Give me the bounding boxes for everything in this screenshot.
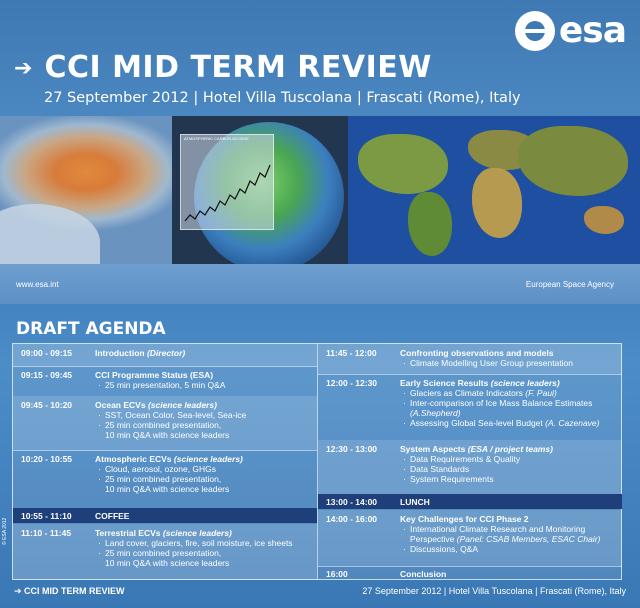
world-map-image bbox=[348, 116, 640, 264]
agenda-head: COFFEE bbox=[95, 511, 130, 521]
agenda-time: 12:30 - 13:00 bbox=[326, 444, 378, 454]
agenda-time: 09:45 - 10:20 bbox=[21, 400, 73, 410]
agenda-time: 14:00 - 16:00 bbox=[326, 514, 378, 524]
esa-logo: esa bbox=[514, 10, 627, 51]
agenda-head: Ocean ECVs bbox=[95, 400, 146, 410]
agenda-sub: 25 min combined presentation, bbox=[95, 420, 313, 430]
agenda-sub: Land cover, glaciers, fire, soil moistur… bbox=[95, 538, 313, 548]
agenda-head: Conclusion bbox=[400, 569, 447, 579]
agenda-head: LUNCH bbox=[400, 497, 430, 507]
agenda-sub-lead: (Panel: CSAB Members, ESAC Chair) bbox=[456, 534, 601, 544]
agenda-sub: Data Requirements & Quality bbox=[400, 454, 618, 464]
agenda-sub: System Requirements bbox=[400, 474, 618, 484]
arrow-right-icon: ➔ bbox=[14, 586, 25, 596]
agenda-head: Atmospheric ECVs bbox=[95, 454, 172, 464]
agenda-sub: Assessing Global Sea-level Budget bbox=[410, 418, 543, 428]
agenda-sub: Perspective bbox=[410, 534, 455, 544]
agenda-time: 09:15 - 09:45 bbox=[21, 370, 73, 380]
agenda-time: 09:00 - 09:15 bbox=[21, 348, 73, 358]
agenda-title: DRAFT AGENDA bbox=[16, 319, 166, 339]
agenda-sub: SST, Ocean Color, Sea-level, Sea-ice bbox=[95, 410, 313, 420]
agenda-sub: 10 min Q&A with science leaders bbox=[105, 430, 230, 440]
agenda-head: System Aspects bbox=[400, 444, 466, 454]
agenda-row: 11:10 - 11:45 Terrestrial ECVs (science … bbox=[13, 524, 317, 580]
agenda-row: 10:20 - 10:55 Atmospheric ECVs (science … bbox=[13, 450, 317, 506]
agenda-sub: (A.Shepherd) bbox=[410, 408, 461, 418]
agenda-lead: (science leaders) bbox=[147, 400, 217, 410]
page-subtitle: 27 September 2012 | Hotel Villa Tuscolan… bbox=[44, 90, 521, 106]
footer-title: ➔ CCI MID TERM REVIEW bbox=[14, 586, 125, 597]
agenda-lead: (science leaders) bbox=[490, 378, 560, 388]
agenda-row: 12:00 - 12:30 Early Science Results (sci… bbox=[318, 374, 622, 440]
agency-label: European Space Agency bbox=[525, 280, 614, 289]
agenda-head: Key Challenges for CCI Phase 2 bbox=[400, 514, 529, 524]
co2-chart-title: ATMOSPHERIC CARBON DIOXIDE bbox=[184, 136, 249, 141]
agenda-lead: (Director) bbox=[146, 348, 186, 358]
agenda-lead: (ESA / project teams) bbox=[467, 444, 553, 454]
footer-title-text: CCI MID TERM REVIEW bbox=[24, 586, 125, 596]
agenda-time: 11:10 - 11:45 bbox=[21, 528, 72, 538]
title-row: ➔ CCI MID TERM REVIEW bbox=[14, 50, 432, 85]
agenda-head: CCI Programme Status (ESA) bbox=[95, 370, 214, 380]
footer-subtitle: 27 September 2012 | Hotel Villa Tuscolan… bbox=[362, 586, 626, 596]
agenda-sub-lead: (F. Paul) bbox=[525, 388, 557, 398]
agenda-row: 16:00 Conclusion bbox=[318, 566, 622, 581]
co2-chart-inset bbox=[180, 134, 274, 230]
agenda-lead: (science leaders) bbox=[162, 528, 232, 538]
agenda-sub: Glaciers as Climate Indicators bbox=[410, 388, 523, 398]
agenda-sub: Climate Modelling User Group presentatio… bbox=[400, 358, 618, 368]
agenda-head: Terrestrial ECVs bbox=[95, 528, 161, 538]
arrow-right-icon: ➔ bbox=[14, 54, 33, 80]
texture-band bbox=[0, 264, 640, 304]
agenda-row-break: 10:55 - 11:10 COFFEE bbox=[13, 508, 317, 523]
agenda-sub: 25 min presentation, 5 min Q&A bbox=[95, 380, 313, 390]
copyright-label: © ESA 2012 bbox=[2, 517, 8, 545]
agenda-sub: 10 min Q&A with science leaders bbox=[105, 484, 230, 494]
agenda-sub-lead: (A. Cazenave) bbox=[545, 418, 600, 428]
agenda-sub: 25 min combined presentation, bbox=[95, 548, 313, 558]
agenda-sub: Inter-comparison of Ice Mass Balance Est… bbox=[400, 398, 618, 408]
agenda-row: 11:45 - 12:00 Confronting observations a… bbox=[318, 344, 622, 374]
agenda-row: 09:45 - 10:20 Ocean ECVs (science leader… bbox=[13, 396, 317, 450]
agenda-row: 12:30 - 13:00 System Aspects (ESA / proj… bbox=[318, 440, 622, 494]
carbon-globe-image: ATMOSPHERIC CARBON DIOXIDE bbox=[172, 116, 348, 264]
image-strip: ATMOSPHERIC CARBON DIOXIDE bbox=[0, 116, 640, 264]
esa-logo-icon bbox=[514, 10, 555, 51]
agenda-row: 09:15 - 09:45 CCI Programme Status (ESA)… bbox=[13, 366, 317, 396]
agenda-sub: Discussions, Q&A bbox=[400, 544, 618, 554]
agenda-row: 09:00 - 09:15 Introduction (Director) bbox=[13, 344, 317, 366]
agenda-time: 10:55 - 11:10 bbox=[21, 511, 72, 521]
page-title: CCI MID TERM REVIEW bbox=[44, 50, 432, 85]
agenda-sub: 25 min combined presentation, bbox=[95, 474, 313, 484]
website-label: www.esa.int bbox=[16, 280, 59, 289]
agenda-row-break: 13:00 - 14:00 LUNCH bbox=[318, 494, 622, 509]
agenda-time: 11:45 - 12:00 bbox=[326, 348, 377, 358]
agenda-lead: (science leaders) bbox=[173, 454, 243, 464]
agenda-sub: Data Standards bbox=[400, 464, 618, 474]
agenda-table: 09:00 - 09:15 Introduction (Director) 09… bbox=[12, 343, 622, 580]
agenda-time: 10:20 - 10:55 bbox=[21, 454, 73, 464]
agenda-head: Early Science Results bbox=[400, 378, 489, 388]
agenda-sub: 10 min Q&A with science leaders bbox=[105, 558, 230, 568]
agenda-head: Introduction bbox=[95, 348, 145, 358]
agenda-time: 12:00 - 12:30 bbox=[326, 378, 378, 388]
agenda-sub: International Climate Research and Monit… bbox=[400, 524, 618, 534]
agenda-time: 16:00 bbox=[326, 569, 348, 579]
esa-logo-text: esa bbox=[558, 10, 627, 51]
ice-sheet-image bbox=[0, 116, 172, 264]
agenda-time: 13:00 - 14:00 bbox=[326, 497, 378, 507]
agenda-head: Confronting observations and models bbox=[400, 348, 554, 358]
agenda-row: 14:00 - 16:00 Key Challenges for CCI Pha… bbox=[318, 510, 622, 566]
agenda-sub: Cloud, aerosol, ozone, GHGs bbox=[95, 464, 313, 474]
